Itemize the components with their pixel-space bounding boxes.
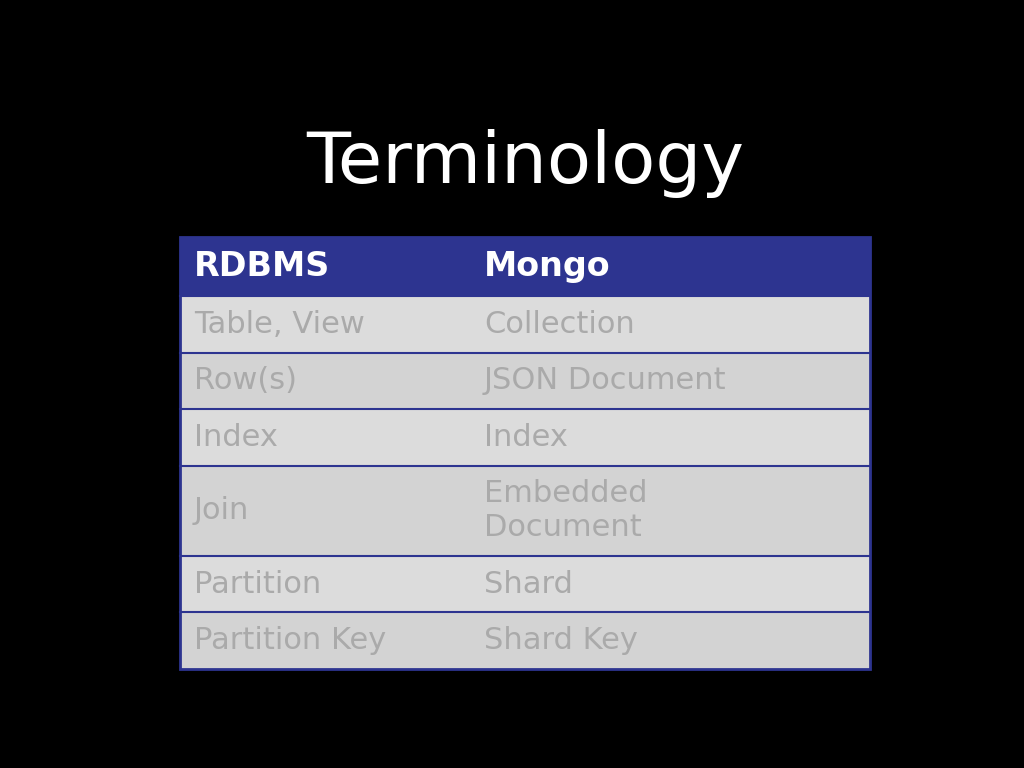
- Text: Partition Key: Partition Key: [194, 626, 386, 655]
- Bar: [470, 237, 870, 296]
- Bar: [470, 409, 870, 465]
- Bar: [179, 612, 470, 669]
- Bar: [179, 556, 470, 612]
- Bar: [179, 237, 470, 296]
- Bar: [470, 556, 870, 612]
- Text: Index: Index: [194, 423, 278, 452]
- Bar: [470, 353, 870, 409]
- Text: Collection: Collection: [484, 310, 635, 339]
- Bar: [179, 237, 870, 669]
- Bar: [470, 612, 870, 669]
- Bar: [179, 353, 470, 409]
- Text: Partition: Partition: [194, 570, 322, 598]
- Bar: [179, 296, 470, 353]
- Bar: [179, 409, 470, 465]
- Text: Shard: Shard: [484, 570, 572, 598]
- Text: Index: Index: [484, 423, 567, 452]
- Text: Terminology: Terminology: [306, 128, 743, 197]
- Text: Row(s): Row(s): [194, 366, 297, 396]
- Bar: [470, 296, 870, 353]
- Bar: [179, 465, 470, 556]
- Text: JSON Document: JSON Document: [484, 366, 726, 396]
- Bar: [470, 465, 870, 556]
- Text: Table, View: Table, View: [194, 310, 365, 339]
- Text: Mongo: Mongo: [484, 250, 610, 283]
- Text: Embedded
Document: Embedded Document: [484, 479, 647, 542]
- Text: Shard Key: Shard Key: [484, 626, 638, 655]
- Text: RDBMS: RDBMS: [194, 250, 330, 283]
- Text: Join: Join: [194, 496, 249, 525]
